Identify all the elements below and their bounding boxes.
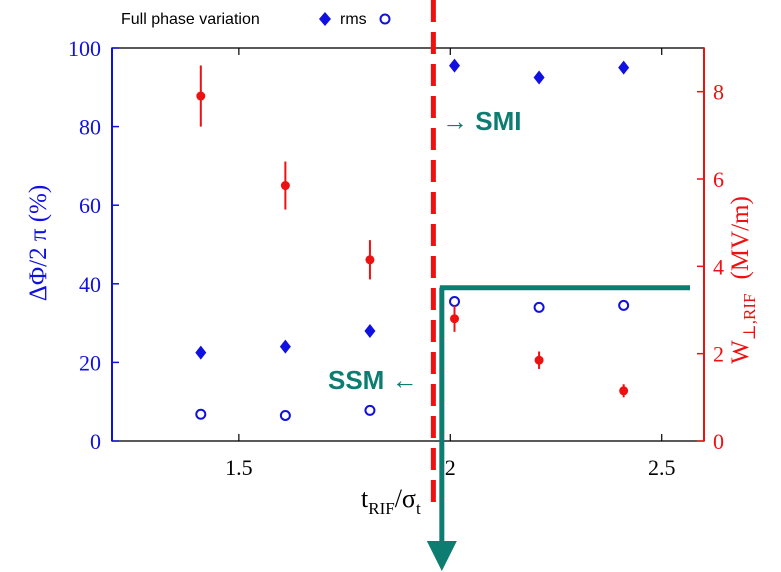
right-tick-label: 0 (713, 429, 724, 454)
x-axis-label-slash: /σ (395, 484, 416, 513)
field-point (196, 92, 205, 101)
full-phase-point (364, 324, 375, 338)
left-axis-label: ΔΦ/2 π (%) (25, 185, 52, 301)
x-tick-label: 1.5 (225, 455, 253, 480)
x-axis-label: tRIF/σt (361, 484, 421, 518)
left-tick-label: 100 (68, 36, 101, 61)
full-phase-point (280, 340, 291, 354)
right-axis-label-unit: (MV/m) (727, 196, 754, 279)
rms-point (450, 297, 459, 306)
field-point (619, 386, 628, 395)
right-tick-label: 4 (713, 254, 724, 279)
rms-point (619, 301, 628, 310)
right-axis-label-sub: ⊥,RIF (740, 294, 759, 341)
field-point (281, 181, 290, 190)
left-tick-label: 40 (79, 272, 101, 297)
rms-point (281, 411, 290, 420)
full-phase-point (195, 346, 206, 360)
smi-annotation: → SMI (442, 106, 521, 136)
right-tick-label: 6 (713, 167, 724, 192)
right-axis-label-main: W (727, 340, 754, 364)
left-tick-label: 80 (79, 115, 101, 140)
legend-rms-label: rms (340, 11, 367, 28)
left-tick-label: 20 (79, 350, 101, 375)
rms-point (196, 410, 205, 419)
full-phase-point (534, 70, 545, 84)
full-phase-point (618, 61, 629, 75)
rms-point (535, 303, 544, 312)
x-tick-label: 2 (445, 455, 456, 480)
rms-point (365, 406, 374, 415)
legend-full-label: Full phase variation (121, 11, 260, 28)
left-tick-label: 0 (90, 429, 101, 454)
x-axis-label-sub: RIF (368, 499, 394, 518)
x-axis-label-sub2: t (416, 499, 421, 518)
right-tick-label: 8 (713, 80, 724, 105)
full-phase-point (449, 59, 460, 73)
x-tick-label: 2.5 (648, 455, 676, 480)
field-point (535, 356, 544, 365)
field-point (450, 314, 459, 323)
field-point (365, 255, 374, 264)
legend-diamond-marker (319, 12, 331, 26)
right-axis-label: W⊥,RIF (MV/m) (727, 196, 759, 364)
left-tick-label: 60 (79, 193, 101, 218)
right-tick-label: 2 (713, 342, 724, 367)
legend-circle-marker (381, 15, 390, 24)
ssm-annotation: SSM ← (328, 365, 418, 395)
